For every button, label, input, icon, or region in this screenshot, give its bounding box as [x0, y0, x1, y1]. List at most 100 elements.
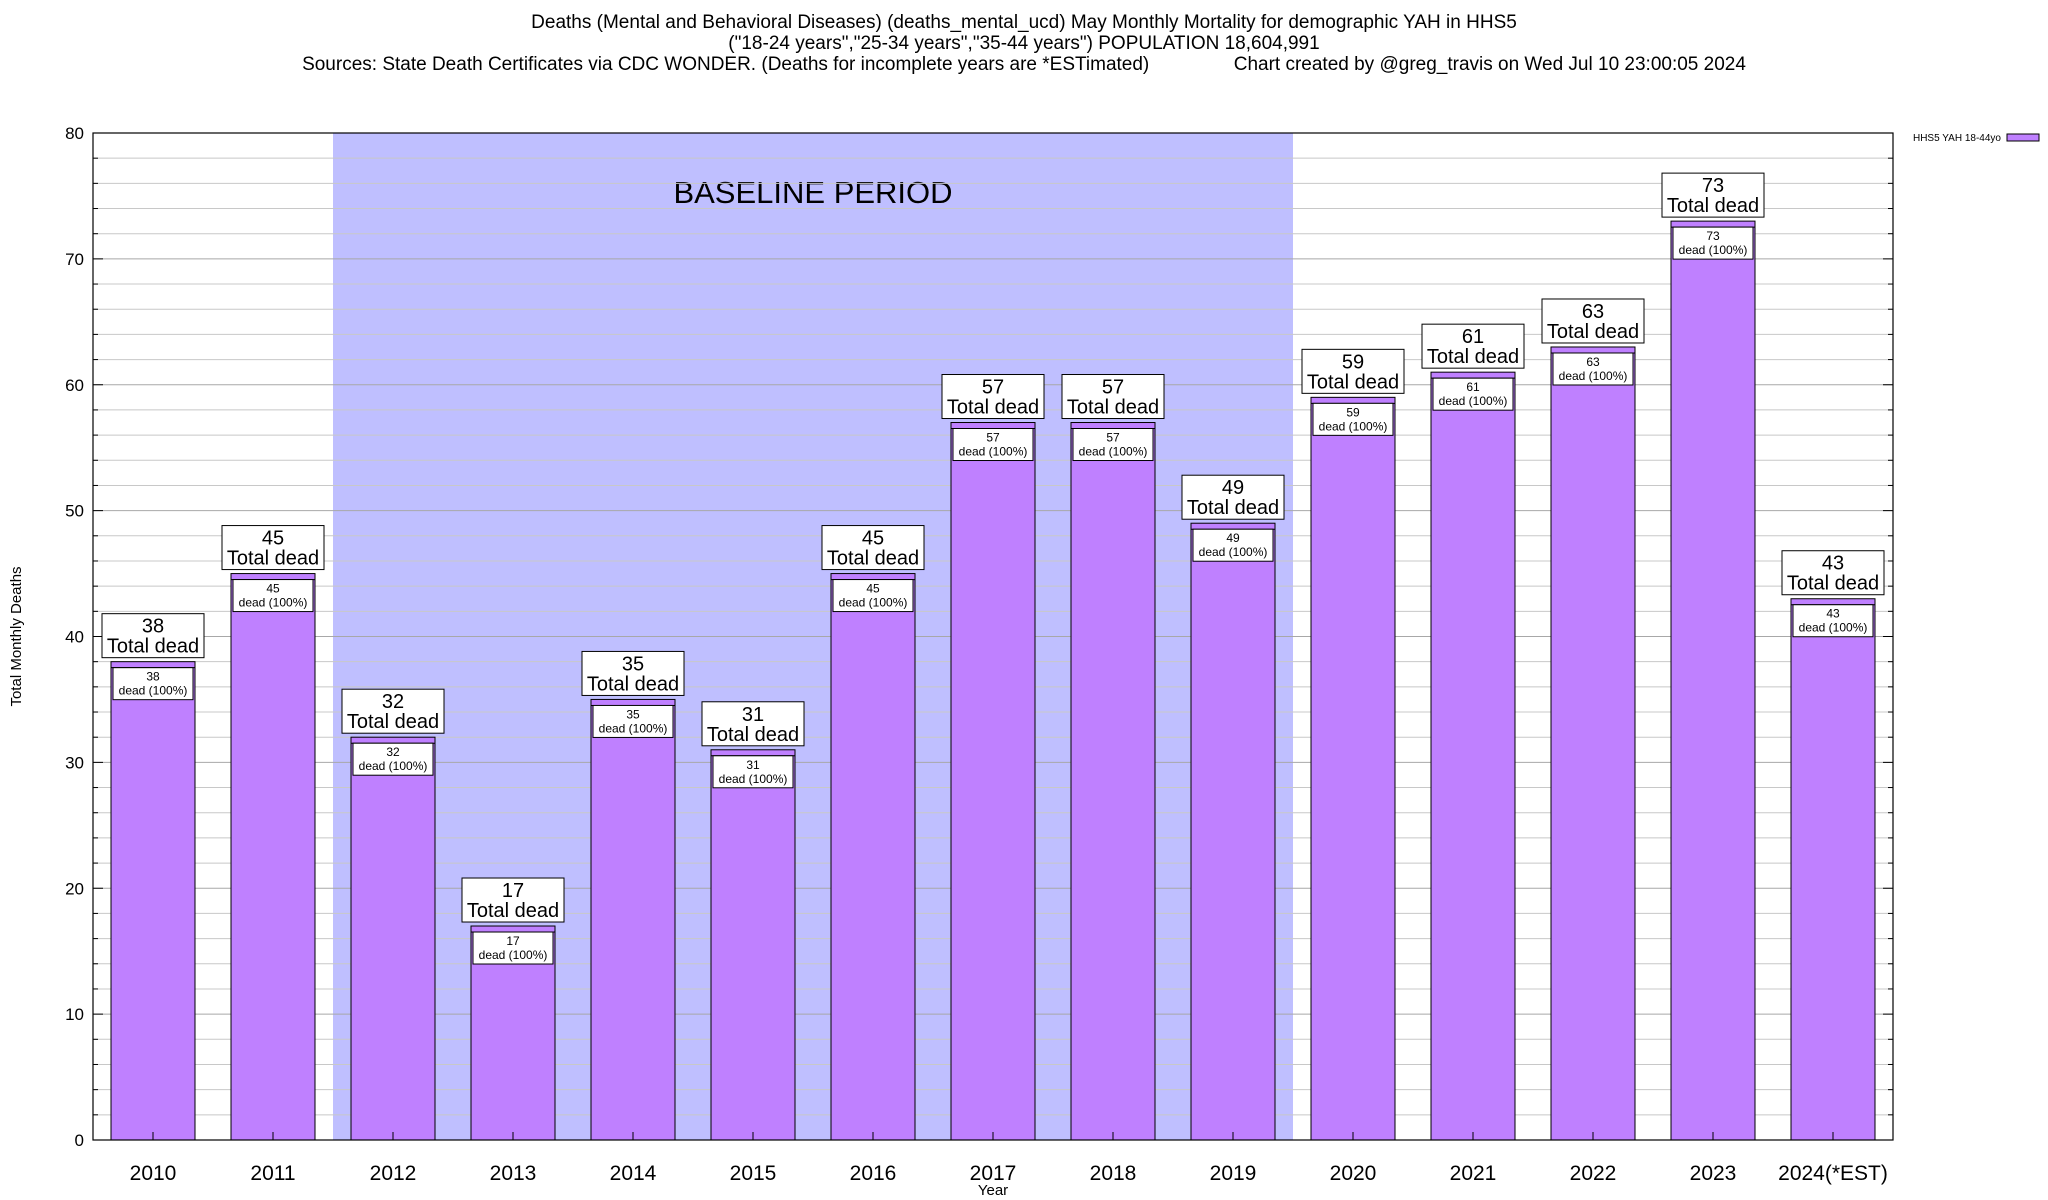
data-label-value: 38 [142, 616, 164, 638]
inner-label-value: 57 [986, 431, 1000, 445]
total-label-box [1061, 374, 1165, 420]
chart-source-line: Sources: State Death Certificates via CD… [302, 54, 1746, 75]
inner-label-value: 45 [266, 582, 280, 596]
bar-2020 [1310, 396, 1396, 1141]
x-tick-label: 2020 [1330, 1162, 1377, 1185]
inner-label-box [592, 704, 674, 738]
x-tick-label: 2014 [610, 1162, 657, 1185]
total-label-box [1781, 550, 1885, 596]
total-label-box [221, 525, 325, 571]
chart-titles: Deaths (Mental and Behavioral Diseases) … [0, 12, 2048, 75]
bar-2017 [950, 422, 1036, 1141]
inner-label-text: dead (100%) [1679, 243, 1748, 257]
data-label-value: 43 [1822, 553, 1844, 575]
inner-label-box [952, 428, 1034, 462]
bar-2012 [350, 736, 436, 1141]
inner-label-box [1672, 226, 1754, 260]
data-label-total: Total dead [1187, 497, 1279, 519]
inner-label-value: 61 [1466, 380, 1480, 394]
data-label-value: 57 [1102, 377, 1124, 399]
inner-label-text: dead (100%) [1439, 394, 1508, 408]
baseline-period-label: BASELINE PERIOD [673, 175, 952, 210]
inner-label-text: dead (100%) [1559, 369, 1628, 383]
data-label-total: Total dead [1307, 371, 1399, 393]
data-label-value: 73 [1702, 175, 1724, 197]
data-label-value: 45 [862, 528, 884, 550]
inner-label-box [1312, 402, 1394, 436]
inner-label-box [232, 579, 314, 613]
data-label-total: Total dead [827, 548, 919, 570]
inner-label-box [1552, 352, 1634, 386]
data-label-total: Total dead [707, 724, 799, 746]
total-label-box [581, 650, 685, 696]
inner-label-text: dead (100%) [1199, 545, 1268, 559]
y-tick-label: 70 [65, 250, 84, 269]
chart-title: Deaths (Mental and Behavioral Diseases) … [531, 12, 1517, 33]
x-tick-label: 2015 [730, 1162, 777, 1185]
bar-2024(*EST) [1790, 598, 1876, 1141]
bar-2016 [830, 573, 916, 1141]
x-tick-label: 2016 [850, 1162, 897, 1185]
inner-label-value: 45 [866, 582, 880, 596]
data-label-value: 17 [502, 880, 524, 902]
data-label-value: 57 [982, 377, 1004, 399]
inner-label-box [1072, 428, 1154, 462]
inner-label-box [1192, 528, 1274, 562]
data-label-total: Total dead [1667, 195, 1759, 217]
data-label-value: 61 [1462, 326, 1484, 348]
inner-label-text: dead (100%) [839, 596, 908, 610]
inner-label-box [1432, 377, 1514, 411]
inner-label-text: dead (100%) [599, 721, 668, 735]
inner-label-value: 35 [626, 707, 640, 721]
total-label-box [101, 613, 205, 659]
data-label-total: Total dead [1547, 321, 1639, 343]
data-label-total: Total dead [1067, 397, 1159, 419]
total-label-box [701, 701, 805, 747]
inner-label-text: dead (100%) [119, 684, 188, 698]
data-label-value: 59 [1342, 351, 1364, 373]
data-label-value: 49 [1222, 477, 1244, 499]
total-label-box [941, 374, 1045, 420]
x-tick-label: 2022 [1570, 1162, 1617, 1185]
y-tick-label: 40 [65, 628, 84, 647]
inner-label-text: dead (100%) [719, 772, 788, 786]
data-label-value: 31 [742, 704, 764, 726]
total-label-box [821, 525, 925, 571]
bar-2018 [1070, 422, 1156, 1141]
x-tick-label: 2021 [1450, 1162, 1497, 1185]
bar-2023 [1670, 220, 1756, 1141]
inner-label-text: dead (100%) [479, 948, 548, 962]
data-label-total: Total dead [467, 900, 559, 922]
inner-label-value: 57 [1106, 431, 1120, 445]
x-tick-label: 2010 [130, 1162, 177, 1185]
chart-subtitle: ("18-24 years","25-34 years","35-44 year… [728, 33, 1320, 54]
total-label-box [341, 688, 445, 734]
inner-label-text: dead (100%) [359, 759, 428, 773]
inner-label-box [832, 579, 914, 613]
y-axis-title: Total Monthly Deaths [8, 566, 25, 706]
bar-2022 [1550, 346, 1636, 1141]
inner-label-box [112, 667, 194, 701]
data-label-total: Total dead [1787, 573, 1879, 595]
y-tick-label: 0 [75, 1131, 84, 1150]
inner-label-value: 38 [146, 670, 160, 684]
bar-2019 [1190, 522, 1276, 1141]
data-label-total: Total dead [587, 673, 679, 695]
inner-label-text: dead (100%) [1079, 445, 1148, 459]
bar-2015 [710, 749, 796, 1141]
bar-2021 [1430, 371, 1516, 1141]
x-tick-label: 2019 [1210, 1162, 1257, 1185]
legend-swatch [2006, 133, 2040, 142]
inner-label-value: 31 [746, 758, 760, 772]
x-axis-title: Year [978, 1182, 1008, 1199]
inner-label-text: dead (100%) [1319, 419, 1388, 433]
inner-label-value: 43 [1826, 607, 1840, 621]
y-tick-label: 60 [65, 376, 84, 395]
inner-label-text: dead (100%) [239, 596, 308, 610]
inner-label-value: 59 [1346, 405, 1360, 419]
x-tick-label: 2023 [1690, 1162, 1737, 1185]
x-tick-label: 2017 [970, 1162, 1017, 1185]
inner-label-box [712, 755, 794, 789]
y-tick-label: 10 [65, 1005, 84, 1024]
